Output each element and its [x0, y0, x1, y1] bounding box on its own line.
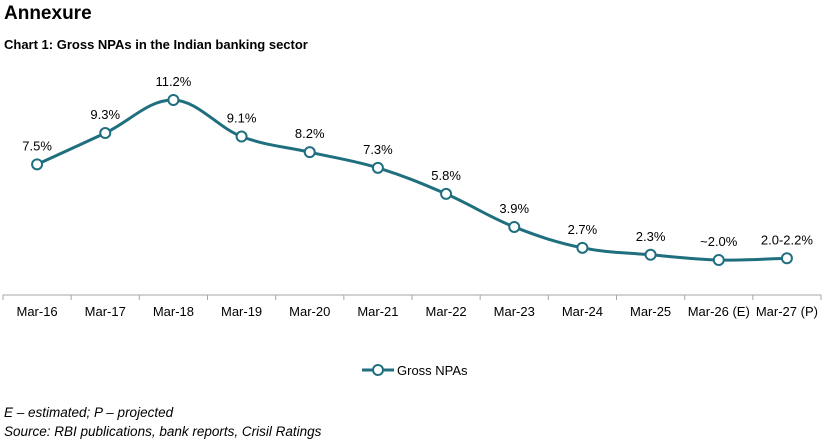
legend-marker-swatch [372, 364, 384, 376]
page-heading: Annexure [4, 3, 92, 24]
x-tick-label: Mar-22 [425, 304, 466, 319]
x-tick-label: Mar-19 [221, 304, 262, 319]
data-label: 5.8% [431, 168, 461, 183]
data-point-marker [780, 252, 793, 265]
data-point-marker [303, 146, 316, 159]
data-label: 3.9% [499, 201, 529, 216]
data-label: 11.2% [155, 74, 191, 89]
data-point-marker [712, 254, 725, 266]
data-label: 9.1% [227, 111, 257, 126]
data-point-marker [99, 127, 112, 140]
data-point-marker [235, 130, 248, 143]
gross-npa-line-chart: Mar-16 Mar-17 Mar-18 Mar-19 Mar-20 Mar-21 Mar-… [2, 74, 822, 378]
legend-label: Gross NPAs [397, 363, 468, 378]
data-point-marker [440, 187, 453, 200]
x-tick-label: Mar-21 [357, 304, 398, 319]
chart-title: Chart 1: Gross NPAs in the Indian bankin… [4, 37, 308, 52]
data-label: 7.5% [22, 138, 52, 153]
data-label: 9.3% [90, 107, 120, 122]
data-point-marker [576, 241, 589, 254]
data-label: 7.3% [363, 142, 393, 157]
x-tick-label: Mar-23 [494, 304, 535, 319]
x-tick-label: Mar-24 [562, 304, 603, 319]
source-note: Source: RBI publications, bank reports, … [4, 424, 322, 439]
x-tick-label: Mar-25 [630, 304, 671, 319]
x-tick-label: Mar-26 (E) [688, 304, 750, 319]
data-label: 2.7% [568, 222, 598, 237]
data-label: ~2.0% [700, 234, 738, 249]
footnote: E – estimated; P – projected [4, 405, 174, 420]
data-point-marker [508, 220, 521, 233]
x-tick-label: Mar-17 [85, 304, 126, 319]
x-tick-label: Mar-16 [16, 304, 57, 319]
x-tick-label: Mar-27 (P) [756, 304, 818, 319]
x-tick-label: Mar-20 [289, 304, 330, 319]
x-tick-label: Mar-18 [153, 304, 194, 319]
data-label: 2.3% [636, 229, 666, 244]
data-point-marker [167, 94, 180, 106]
data-label: 2.0-2.2% [761, 232, 813, 247]
data-point-marker [371, 161, 384, 174]
data-point-marker [31, 158, 44, 171]
series-line-gross-npas [36, 98, 787, 262]
data-label: 8.2% [295, 126, 325, 141]
data-point-marker [644, 248, 657, 261]
